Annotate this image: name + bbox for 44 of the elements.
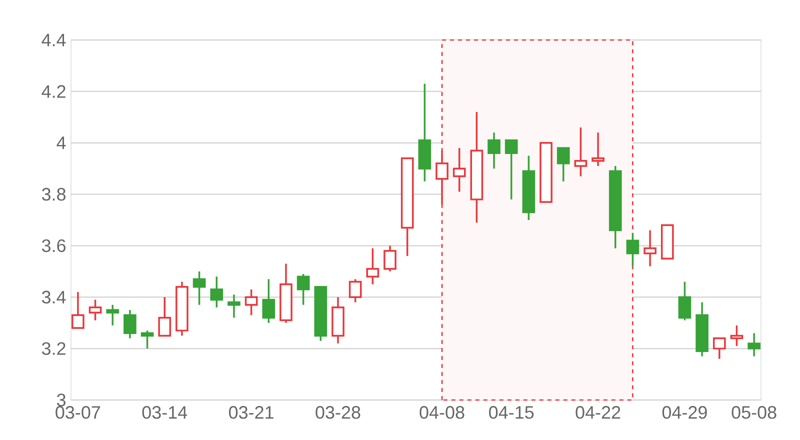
candlestick	[644, 229, 656, 268]
candlestick	[504, 139, 518, 200]
y-tick-label: 4	[56, 136, 66, 150]
candlestick	[244, 288, 258, 316]
y-tick-label: 3	[56, 394, 66, 406]
x-tick-label: 04-29	[662, 406, 707, 419]
x-tick-label: 04-15	[489, 406, 534, 419]
x-tick-label: 04-22	[576, 406, 620, 419]
candlestick	[574, 126, 588, 178]
candlestick	[748, 332, 760, 358]
x-tick-label: 05-08	[732, 406, 776, 419]
candlestick	[626, 232, 640, 268]
candlestick	[384, 244, 396, 272]
candlestick	[106, 304, 120, 326]
x-tick-label: 03-21	[228, 406, 274, 419]
candlestick	[124, 309, 136, 340]
candlestick	[296, 273, 310, 306]
candlestick	[210, 276, 224, 308]
candlestick	[228, 294, 240, 319]
candlestick	[712, 337, 726, 360]
candlestick	[592, 132, 604, 167]
candlestick	[452, 147, 466, 193]
y-tick-label: 4.4	[42, 34, 66, 46]
candlestick	[678, 280, 692, 322]
candlestick	[72, 291, 84, 329]
x-tick-label: 03-28	[316, 406, 360, 419]
y-tick-label: 3.6	[42, 239, 66, 252]
x-tick-label: 03-07	[56, 406, 100, 419]
candlestick	[192, 270, 206, 306]
candlestick	[366, 247, 380, 286]
x-tick-label: 04-08	[420, 406, 464, 419]
y-tick-label: 4.2	[42, 85, 66, 98]
y-tick-label: 3.4	[42, 290, 66, 304]
candlestick	[556, 147, 570, 182]
candlestick	[730, 324, 744, 347]
y-tick-label: 3.2	[42, 342, 66, 355]
candlestick	[348, 278, 362, 304]
candlestick	[140, 330, 154, 350]
x-tick-label: 03-14	[142, 406, 188, 419]
y-tick-label: 3.8	[42, 188, 66, 201]
candlestick	[262, 278, 276, 324]
candlestick	[488, 132, 500, 170]
candlestick	[158, 296, 172, 337]
candlestick	[88, 298, 102, 322]
